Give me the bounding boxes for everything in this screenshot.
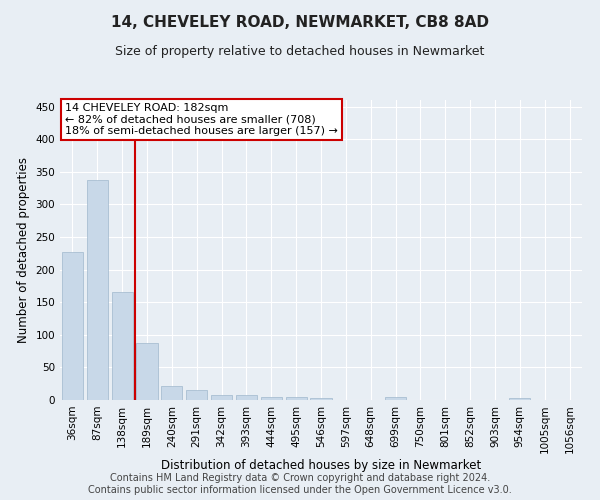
Bar: [161, 386, 182, 400]
Bar: [62, 252, 83, 400]
Text: 14, CHEVELEY ROAD, NEWMARKET, CB8 8AD: 14, CHEVELEY ROAD, NEWMARKET, CB8 8AD: [111, 15, 489, 30]
Bar: [112, 292, 133, 400]
Bar: [87, 180, 108, 400]
Bar: [186, 390, 207, 400]
Bar: [136, 342, 158, 400]
Bar: [385, 398, 406, 400]
Bar: [286, 398, 307, 400]
Text: Contains HM Land Registry data © Crown copyright and database right 2024.
Contai: Contains HM Land Registry data © Crown c…: [88, 474, 512, 495]
Bar: [261, 396, 282, 400]
Text: Size of property relative to detached houses in Newmarket: Size of property relative to detached ho…: [115, 45, 485, 58]
Bar: [236, 395, 257, 400]
X-axis label: Distribution of detached houses by size in Newmarket: Distribution of detached houses by size …: [161, 459, 481, 472]
Bar: [310, 398, 332, 400]
Text: 14 CHEVELEY ROAD: 182sqm
← 82% of detached houses are smaller (708)
18% of semi-: 14 CHEVELEY ROAD: 182sqm ← 82% of detach…: [65, 103, 338, 136]
Bar: [509, 398, 530, 400]
Y-axis label: Number of detached properties: Number of detached properties: [17, 157, 30, 343]
Bar: [211, 396, 232, 400]
